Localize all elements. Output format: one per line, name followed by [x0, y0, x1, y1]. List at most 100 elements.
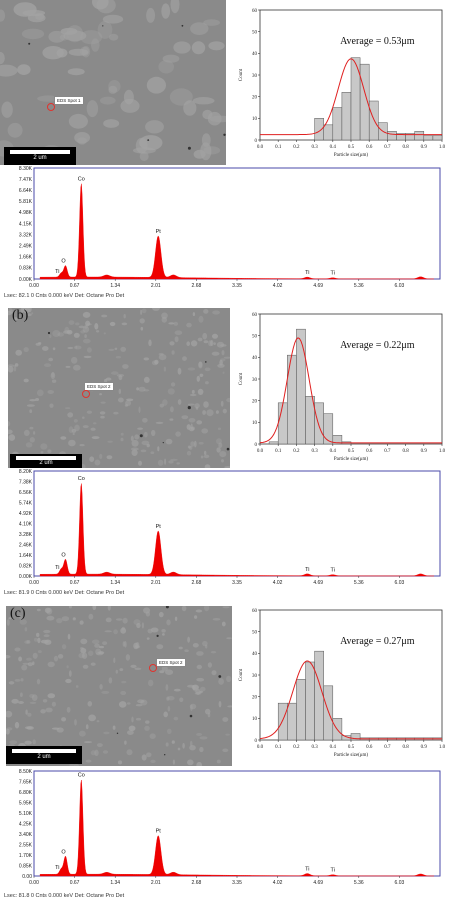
y-tick-label: 1.66K [19, 255, 33, 261]
sem-particle [91, 639, 100, 645]
y-tick-label: 6.80K [19, 790, 33, 796]
average-annotation: Average = 0.22μm [340, 340, 415, 351]
sem-particle [206, 409, 214, 417]
sem-particle [130, 435, 134, 442]
sem-dark-spot [181, 24, 184, 27]
sem-image-a: EDS Spot 1 2 um [0, 0, 226, 165]
x-tick-label: 0.9 [421, 745, 428, 750]
x-axis-label: Particle size(μm) [334, 457, 369, 462]
sem-particle [118, 374, 123, 381]
peak-label-ti: Ti [55, 269, 59, 275]
sem-particle [141, 754, 147, 761]
y-tick-label: 10 [252, 421, 258, 426]
sem-particle [38, 342, 42, 345]
x-tick-label: 4.02 [273, 283, 283, 289]
sem-particle [143, 376, 150, 383]
histogram-bar [314, 650, 324, 741]
sem-particle [47, 449, 52, 454]
sem-particle [15, 349, 22, 356]
y-tick-label: 60 [252, 313, 258, 318]
sem-dark-spot [139, 434, 143, 438]
y-tick-label: 30 [252, 74, 258, 79]
sem-particle [220, 400, 224, 407]
sem-particle [191, 389, 195, 394]
sem-particle [56, 618, 63, 624]
sem-particle [94, 749, 99, 756]
sem-particle [142, 417, 148, 423]
sem-particle [169, 418, 174, 421]
sem-particle [19, 614, 22, 620]
sem-particle [203, 309, 209, 314]
sem-particle [79, 444, 85, 447]
sem-particle [187, 684, 195, 688]
y-tick-label: 20 [252, 399, 258, 404]
sem-particle [177, 367, 182, 375]
y-tick-label: 40 [252, 356, 258, 361]
peak-label-ti: Ti [305, 270, 309, 276]
sem-particle [200, 455, 204, 459]
sem-particle [64, 326, 70, 334]
sem-particle [165, 438, 173, 445]
sem-particle [189, 745, 196, 751]
sem-particle [131, 716, 134, 723]
sem-particle [14, 363, 19, 367]
sem-particle [32, 661, 35, 666]
sem-particle [182, 356, 187, 361]
sem-particle [118, 701, 127, 708]
sem-particle [159, 403, 164, 408]
sem-particle [47, 390, 54, 394]
sem-particle [126, 702, 131, 705]
x-tick-label: 0.1 [275, 745, 282, 750]
sem-particle [141, 308, 147, 314]
x-tick-label: 0.2 [293, 449, 300, 454]
sem-particle [120, 98, 140, 113]
y-tick-label: 5.81K [19, 199, 33, 205]
sem-particle [35, 398, 40, 401]
sem-particle [156, 644, 164, 650]
histogram-bar [277, 702, 288, 741]
sem-particle [67, 346, 74, 350]
sem-particle [162, 399, 168, 406]
sem-particle [85, 759, 92, 763]
sem-particle [75, 685, 79, 688]
sem-particle [75, 322, 80, 326]
sem-particle [202, 109, 213, 120]
y-tick-label: 3.32K [19, 232, 33, 238]
x-tick-label: 0.0 [257, 145, 264, 150]
y-tick-label: 5.95K [19, 800, 33, 806]
sem-particle [127, 730, 134, 735]
sem-particle [82, 326, 90, 333]
sem-particle [170, 382, 176, 387]
histogram-b: 0.0 0.1 0.2 0.3 0.4 0.5 0.6 0.7 0.8 0.9 1.0 0 10 20 30… [239, 313, 446, 462]
sem-particle [97, 743, 103, 748]
sem-particle [194, 615, 198, 619]
sem-particle [71, 356, 78, 364]
spectrum-area [39, 183, 435, 280]
sem-particle [207, 662, 212, 668]
sem-particle [29, 426, 34, 430]
sem-particle [190, 704, 193, 711]
histogram-bar [323, 413, 334, 445]
y-tick-label: 4.98K [19, 210, 33, 216]
sem-particle [85, 320, 91, 327]
sem-dark-spot [189, 714, 193, 718]
sem-particle [138, 406, 141, 413]
y-axis-label: Count [239, 68, 244, 81]
sem-particle [86, 347, 92, 353]
eds-footer-b: Lsec: 81.9 0 Cnts 0.000 keV Det: Octane … [4, 590, 125, 596]
sem-particle [111, 371, 119, 375]
sem-particle [88, 650, 94, 657]
peak-label-pt: Pt [156, 524, 162, 530]
sem-particle [170, 458, 178, 461]
y-tick-label: 2.55K [19, 842, 33, 848]
sem-particle [56, 727, 64, 733]
average-annotation: Average = 0.53μm [340, 36, 415, 47]
y-tick-label: 2.49K [19, 244, 33, 250]
sem-particle [67, 412, 74, 418]
sem-particle [165, 669, 174, 675]
sem-particle [222, 606, 230, 609]
sem-particle [105, 617, 112, 623]
sem-dark-spot [218, 675, 222, 678]
sem-particle [198, 315, 204, 323]
sem-particle [0, 52, 5, 65]
